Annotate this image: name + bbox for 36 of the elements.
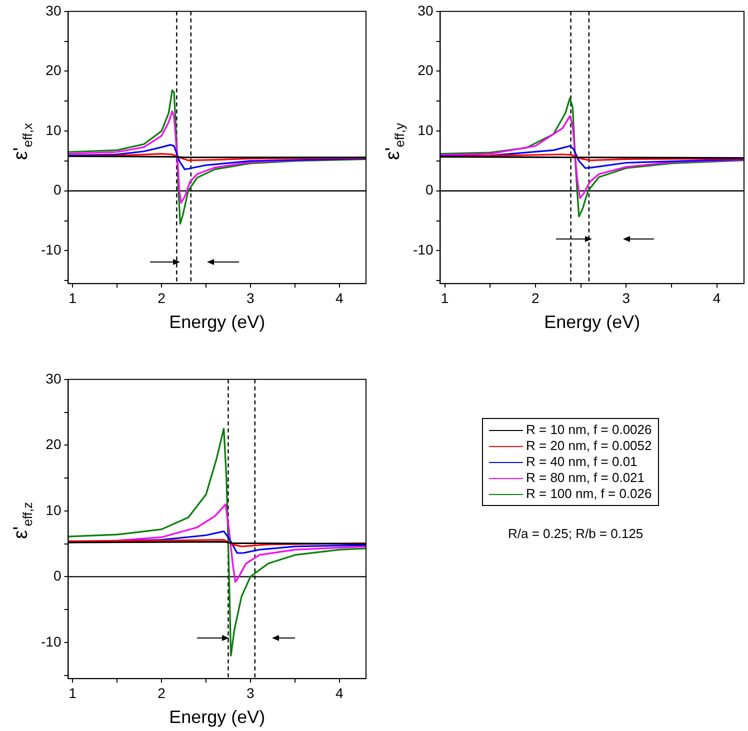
x-tick-label: 4	[335, 684, 344, 701]
y-tick-label: 10	[46, 122, 62, 138]
x-tick-label: 3	[246, 290, 255, 306]
y-tick-label: 30	[46, 2, 62, 18]
legend-label: R = 20 nm, f = 0.0052	[526, 438, 652, 454]
x-tick-label: 2	[158, 684, 166, 701]
y-tick-label: -10	[413, 242, 434, 258]
x-tick-label: 4	[712, 290, 721, 306]
x-tick-label: 1	[68, 684, 77, 701]
legend-label: R = 10 nm, f = 0.0026	[526, 422, 652, 438]
y-tick-label: -10	[41, 633, 62, 650]
text: R/a = 0.25; R/b = 0.125	[508, 526, 644, 541]
legend-label: R = 100 nm, f = 0.026	[526, 486, 652, 502]
x-tick-label: 2	[532, 290, 540, 306]
y-tick-label: 30	[418, 2, 434, 18]
x-tick-label: 4	[335, 290, 344, 306]
x-tick-label: 1	[440, 290, 449, 306]
y-tick-label: 10	[46, 502, 62, 518]
y-tick-label: 20	[46, 436, 62, 452]
x-axis-title: Energy (eV)	[169, 312, 266, 332]
y-tick-label: 0	[425, 182, 434, 198]
x-axis-title: Energy (eV)	[544, 312, 640, 332]
y-tick-label: 0	[53, 568, 62, 584]
y-tick-label: -10	[41, 242, 62, 258]
legend-label: R = 40 nm, f = 0.01	[526, 454, 638, 470]
x-tick-label: 2	[158, 290, 166, 306]
y-tick-label: 20	[418, 62, 434, 78]
y-tick-label: 0	[53, 182, 62, 198]
legend-label: R = 80 nm, f = 0.021	[526, 470, 645, 486]
x-axis-title: Energy (eV)	[169, 707, 266, 728]
x-tick-label: 3	[622, 290, 630, 306]
y-tick-label: 10	[418, 122, 434, 138]
x-tick-label: 3	[246, 684, 255, 701]
y-tick-label: 20	[46, 62, 62, 78]
y-tick-label: 30	[46, 370, 62, 386]
x-tick-label: 1	[68, 290, 77, 306]
